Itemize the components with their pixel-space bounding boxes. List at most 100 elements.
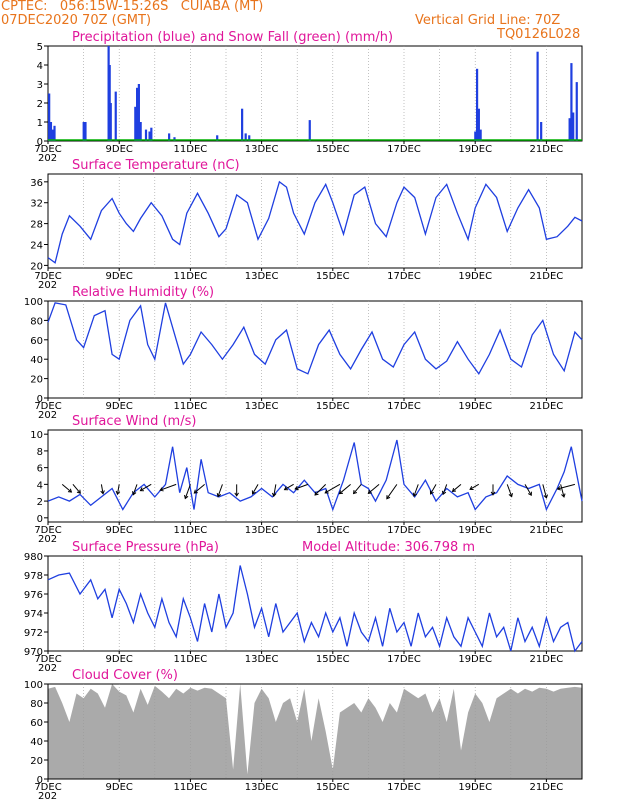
panel-frame: [47, 683, 583, 780]
x-tick-label: 11DEC: [174, 782, 208, 793]
wind-arrow-head: [283, 486, 289, 491]
wind-arrow-head: [294, 485, 299, 491]
precip-bar: [144, 129, 148, 141]
wind-arrow-head: [441, 490, 447, 496]
panel-4: [44, 555, 583, 654]
panel-frame: [47, 173, 583, 269]
cloud-cover-area: [48, 684, 582, 779]
wind-arrow: [452, 483, 462, 492]
wind-arrow-head: [131, 491, 137, 496]
precip-bar: [575, 82, 578, 141]
precip-bar: [216, 135, 219, 141]
wind-arrow: [368, 483, 380, 494]
y-tick-label: 978: [24, 571, 43, 582]
wind-arrow-head: [314, 491, 319, 496]
precip-bar: [48, 93, 51, 141]
x-tick-label: 19DEC: [458, 782, 492, 793]
precip-bar: [139, 122, 142, 141]
x-tick-label: 13DEC: [245, 401, 279, 412]
x-tick-label: 9DEC: [106, 525, 133, 536]
wind-arrow-head: [271, 492, 277, 498]
y-tick-label: 2: [37, 497, 43, 508]
precip-bar: [540, 122, 543, 141]
x-tick-label: 15DEC: [316, 654, 350, 665]
x-tick-label: 11DEC: [174, 654, 208, 665]
wind-arrow: [557, 483, 576, 490]
x-tick-label: 15DEC: [316, 525, 350, 536]
y-tick-label: 20: [30, 756, 43, 767]
x-tick-label: 7DEC: [34, 401, 61, 412]
panel-2: [44, 300, 583, 401]
wind-arrow-head: [561, 493, 566, 498]
y-tick-label: 100: [24, 297, 43, 308]
precip-bar: [244, 133, 247, 141]
x-tick-label: 21DEC: [530, 144, 564, 155]
humidity-line: [47, 302, 583, 376]
x-tick-label: 17DEC: [387, 782, 421, 793]
y-tick-label: 80: [30, 316, 43, 327]
x-tick-label: 11DEC: [174, 144, 208, 155]
wind-arrow-head: [139, 487, 144, 492]
wind-arrow: [469, 483, 480, 490]
y-tick-label: 36: [30, 178, 43, 189]
wind-arrow: [430, 484, 437, 495]
x-tick-label: 7DEC: [34, 525, 61, 536]
precip-bar: [150, 127, 153, 141]
y-tick-label: 60: [30, 718, 43, 729]
y-tick-label: 32: [30, 199, 43, 210]
wind-arrow-head: [234, 492, 239, 497]
x-tick-label: 9DEC: [106, 782, 133, 793]
wind-arrow-head: [115, 490, 121, 496]
x-tick-label: 15DEC: [316, 271, 350, 282]
wind-arrow: [140, 483, 152, 492]
wind-arrow: [160, 483, 177, 491]
wind-arrow: [116, 484, 120, 495]
x-year-label: 202: [38, 791, 57, 800]
wind-arrow-head: [76, 489, 81, 494]
wind-arrow: [72, 484, 81, 494]
x-tick-label: 9DEC: [106, 271, 133, 282]
wind-arrow: [542, 484, 547, 499]
x-tick-label: 21DEC: [530, 271, 564, 282]
wind-arrow: [284, 483, 294, 491]
x-tick-label: 7DEC: [34, 782, 61, 793]
temperature-line: [47, 180, 583, 264]
precip-bar: [114, 91, 117, 141]
precip-bar: [49, 122, 53, 141]
x-tick-label: 21DEC: [530, 401, 564, 412]
x-tick-label: 17DEC: [387, 271, 421, 282]
x-tick-label: 17DEC: [387, 654, 421, 665]
wind-arrow-head: [543, 494, 548, 499]
wind-arrow-head: [67, 488, 73, 493]
y-tick-label: 0: [37, 137, 43, 148]
precip-bar: [137, 84, 140, 141]
y-tick-label: 28: [30, 220, 43, 231]
wind-arrow: [314, 484, 327, 496]
wind-arrow: [132, 484, 138, 495]
panel-5: [44, 683, 583, 782]
wind-arrow-head: [451, 487, 457, 493]
y-tick-label: 2: [37, 99, 43, 110]
x-year-label: 202: [38, 280, 57, 291]
y-tick-label: 5: [37, 42, 43, 53]
precip-bar: [479, 129, 482, 141]
x-tick-label: 11DEC: [174, 271, 208, 282]
x-tick-label: 13DEC: [245, 525, 279, 536]
y-tick-label: 0: [37, 775, 43, 786]
wind-arrow: [524, 484, 532, 496]
precip-bar: [572, 112, 575, 141]
x-year-label: 202: [38, 534, 57, 545]
y-tick-label: 3: [37, 80, 43, 91]
wind-arrow: [560, 484, 565, 498]
x-year-label: 202: [38, 663, 57, 674]
header-location: CPTEC: 056:15W-15:26S CUIABA (MT): [1, 0, 264, 14]
wind-arrow-head: [193, 489, 198, 494]
precip-bar: [84, 122, 87, 141]
y-tick-label: 20: [30, 261, 43, 272]
x-tick-label: 15DEC: [316, 401, 350, 412]
precip-bar: [51, 129, 54, 141]
x-year-label: 202: [38, 153, 57, 164]
wind-arrow-head: [324, 489, 329, 494]
wind-arrow-head: [251, 490, 256, 495]
panel-title: Relative Humidity (%): [72, 285, 214, 300]
